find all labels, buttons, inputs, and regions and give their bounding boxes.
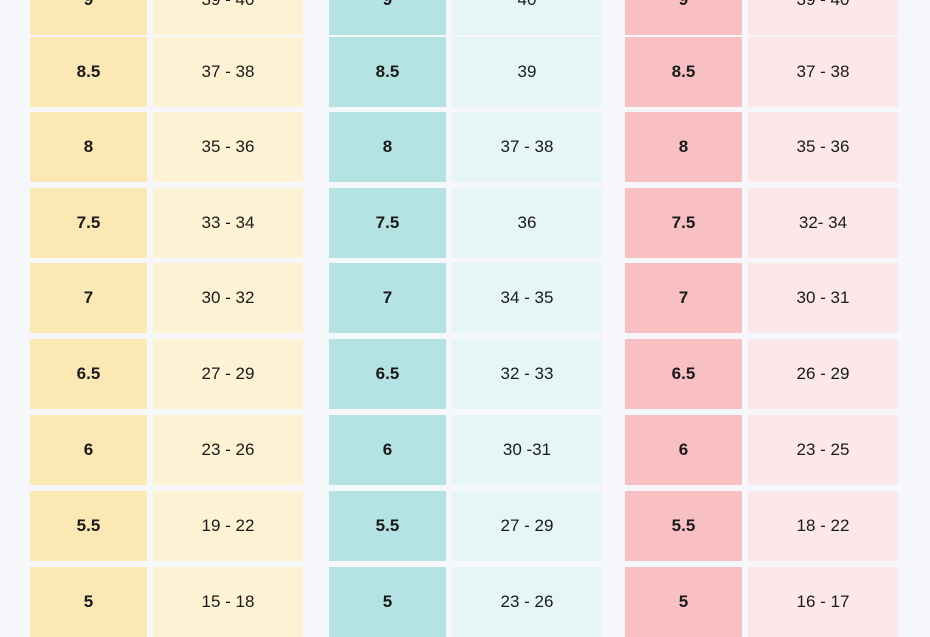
size-cell: 6 xyxy=(30,415,147,485)
size-cell: 6.5 xyxy=(30,339,147,409)
range-cell: 18 - 22 xyxy=(748,491,898,561)
table-row: 939 - 40 xyxy=(625,0,898,35)
range-cell: 35 - 36 xyxy=(153,112,303,182)
size-cell: 5.5 xyxy=(625,491,742,561)
range-cell: 27 - 29 xyxy=(452,491,602,561)
range-cell: 39 - 40 xyxy=(748,0,898,35)
table-row: 6.5 27 - 29 xyxy=(30,339,303,409)
range-cell: 32- 34 xyxy=(748,188,898,258)
range-cell: 36 xyxy=(452,188,602,258)
size-cell: 7.5 xyxy=(625,188,742,258)
table-row: 5.5 27 - 29 xyxy=(329,491,602,561)
range-cell: 23 - 26 xyxy=(153,415,303,485)
table-row: 8.5 37 - 38 xyxy=(30,37,303,107)
range-cell: 30 - 31 xyxy=(748,263,898,333)
size-cell: 5 xyxy=(625,567,742,637)
size-cell: 7 xyxy=(30,263,147,333)
size-cell: 9 xyxy=(625,0,742,35)
size-cell: 8 xyxy=(329,112,446,182)
table-row: 7 30 - 32 xyxy=(30,263,303,333)
table-row: 5.5 19 - 22 xyxy=(30,491,303,561)
range-cell: 23 - 25 xyxy=(748,415,898,485)
table-row: 5 16 - 17 xyxy=(625,567,898,637)
table-row: 7.5 36 xyxy=(329,188,602,258)
size-cell: 9 xyxy=(30,0,147,35)
range-cell: 27 - 29 xyxy=(153,339,303,409)
table-row: 7.5 33 - 34 xyxy=(30,188,303,258)
size-cell: 7 xyxy=(625,263,742,333)
range-cell: 33 - 34 xyxy=(153,188,303,258)
table-row: 7 30 - 31 xyxy=(625,263,898,333)
table-row: 7.5 32- 34 xyxy=(625,188,898,258)
range-cell: 35 - 36 xyxy=(748,112,898,182)
size-cell: 6.5 xyxy=(625,339,742,409)
table-row: 6.5 26 - 29 xyxy=(625,339,898,409)
range-cell: 16 - 17 xyxy=(748,567,898,637)
size-cell: 9 xyxy=(329,0,446,35)
size-cell: 7.5 xyxy=(329,188,446,258)
range-cell: 15 - 18 xyxy=(153,567,303,637)
range-cell: 32 - 33 xyxy=(452,339,602,409)
table-row: 8 35 - 36 xyxy=(625,112,898,182)
table-row: 6 30 -31 xyxy=(329,415,602,485)
table-row: 6.5 32 - 33 xyxy=(329,339,602,409)
range-cell: 37 - 38 xyxy=(452,112,602,182)
range-cell: 26 - 29 xyxy=(748,339,898,409)
size-cell: 7 xyxy=(329,263,446,333)
range-cell: 30 -31 xyxy=(452,415,602,485)
size-cell: 7.5 xyxy=(30,188,147,258)
range-cell: 39 xyxy=(452,37,602,107)
range-cell: 37 - 38 xyxy=(153,37,303,107)
table-row: 5 23 - 26 xyxy=(329,567,602,637)
size-cell: 8.5 xyxy=(30,37,147,107)
size-cell: 5.5 xyxy=(329,491,446,561)
size-cell: 5.5 xyxy=(30,491,147,561)
table-row: 940 xyxy=(329,0,602,35)
table-row: 939 - 40 xyxy=(30,0,303,35)
table-row: 8.5 39 xyxy=(329,37,602,107)
range-cell: 40 xyxy=(452,0,602,35)
range-cell: 19 - 22 xyxy=(153,491,303,561)
table-row: 5.5 18 - 22 xyxy=(625,491,898,561)
size-cell: 5 xyxy=(329,567,446,637)
size-cell: 6 xyxy=(329,415,446,485)
size-cell: 6 xyxy=(625,415,742,485)
range-cell: 30 - 32 xyxy=(153,263,303,333)
range-cell: 23 - 26 xyxy=(452,567,602,637)
table-row: 8 37 - 38 xyxy=(329,112,602,182)
size-cell: 8.5 xyxy=(329,37,446,107)
table-row: 5 15 - 18 xyxy=(30,567,303,637)
size-cell: 8 xyxy=(625,112,742,182)
table-row: 7 34 - 35 xyxy=(329,263,602,333)
size-cell: 5 xyxy=(30,567,147,637)
table-row: 8 35 - 36 xyxy=(30,112,303,182)
size-cell: 8.5 xyxy=(625,37,742,107)
range-cell: 37 - 38 xyxy=(748,37,898,107)
range-cell: 34 - 35 xyxy=(452,263,602,333)
table-row: 6 23 - 26 xyxy=(30,415,303,485)
table-row: 6 23 - 25 xyxy=(625,415,898,485)
table-row: 8.5 37 - 38 xyxy=(625,37,898,107)
size-cell: 8 xyxy=(30,112,147,182)
size-cell: 6.5 xyxy=(329,339,446,409)
range-cell: 39 - 40 xyxy=(153,0,303,35)
